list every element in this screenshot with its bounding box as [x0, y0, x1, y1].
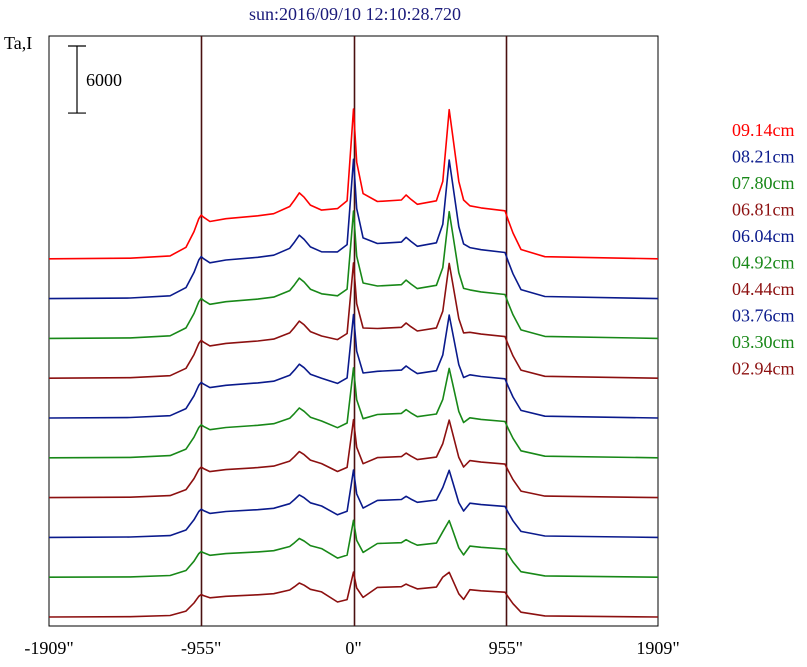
- plot-frame: [48, 35, 659, 627]
- legend-entry: 04.92cm: [732, 253, 795, 273]
- series-line-03-76cm: [48, 469, 659, 539]
- y-axis-label: Ta,I: [4, 33, 32, 53]
- series-line-02-94cm: [48, 571, 659, 618]
- series-line-04-92cm: [48, 367, 659, 459]
- legend-entry: 08.21cm: [732, 147, 795, 167]
- legend: 09.14cm 08.21cm 07.80cm 06.81cm 06.04cm 04.92…: [732, 120, 795, 379]
- legend-entry: 06.04cm: [732, 226, 795, 246]
- series-line-09-14cm: [48, 108, 659, 260]
- x-tick-label: -955": [181, 638, 221, 658]
- legend-entry: 03.30cm: [732, 332, 795, 352]
- legend-entry: 09.14cm: [732, 120, 795, 140]
- chart-title: sun:2016/09/10 12:10:28.720: [249, 4, 461, 24]
- x-tick-label: 955": [489, 638, 523, 658]
- series-line-07-80cm: [48, 210, 659, 340]
- legend-entry: 06.81cm: [732, 200, 795, 220]
- legend-entry: 03.76cm: [732, 306, 795, 326]
- scale-bar: [68, 45, 86, 114]
- series-line-06-04cm: [48, 313, 659, 419]
- series-line-04-44cm: [48, 418, 659, 499]
- x-tick-label: 0": [345, 638, 361, 658]
- legend-entry: 07.80cm: [732, 173, 795, 193]
- x-tick-label: -1909": [24, 638, 73, 658]
- legend-entry: 02.94cm: [732, 359, 795, 379]
- series-line-06-81cm: [48, 262, 659, 379]
- series-line-03-30cm: [48, 519, 659, 578]
- x-tick-labels: -1909" -955" 0" 955" 1909": [24, 638, 679, 658]
- x-tick-label: 1909": [636, 638, 679, 658]
- series-lines: [48, 108, 659, 618]
- series-line-08-21cm: [48, 158, 659, 300]
- scale-bar-label: 6000: [86, 70, 122, 90]
- legend-entry: 04.44cm: [732, 279, 795, 299]
